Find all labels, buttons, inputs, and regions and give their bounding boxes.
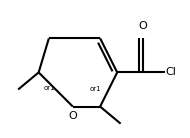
Text: or1: or1	[44, 85, 55, 91]
Text: O: O	[68, 111, 77, 121]
Text: O: O	[139, 21, 147, 31]
Text: or1: or1	[90, 87, 102, 92]
Text: Cl: Cl	[166, 67, 177, 77]
